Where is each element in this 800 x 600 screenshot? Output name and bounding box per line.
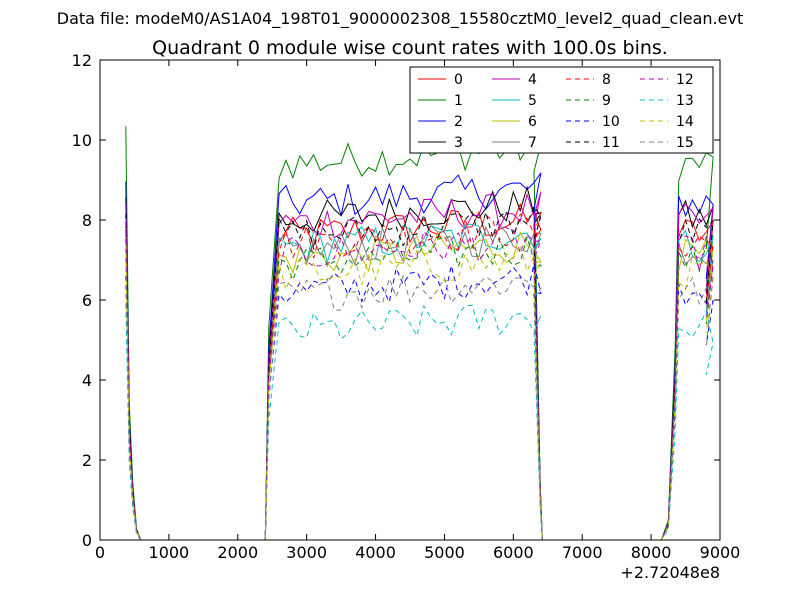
legend-label-2: 2 xyxy=(454,114,463,130)
y-tick-label: 2 xyxy=(82,451,92,470)
y-tick-label: 0 xyxy=(82,531,92,550)
legend-label-6: 6 xyxy=(528,114,537,130)
x-tick-label: 8000 xyxy=(631,543,672,562)
x-tick-label: 4000 xyxy=(355,543,396,562)
legend-label-9: 9 xyxy=(602,93,611,109)
y-tick-label: 12 xyxy=(72,51,92,70)
legend-label-5: 5 xyxy=(528,93,537,109)
legend-label-0: 0 xyxy=(454,72,463,88)
x-tick-label: 5000 xyxy=(424,543,465,562)
legend-label-1: 1 xyxy=(454,93,463,109)
chart-title: Quadrant 0 module wise count rates with … xyxy=(152,37,668,59)
ticks-layer: 0 1000 2000 3000 4000 5000 6000 7000 8000 9000 0 2 4… xyxy=(72,51,741,562)
series-line-8 xyxy=(125,211,714,541)
x-tick-label: 3000 xyxy=(286,543,327,562)
x-tick-label: 0 xyxy=(95,543,105,562)
y-tick-label: 4 xyxy=(82,371,92,390)
legend-label-14: 14 xyxy=(676,114,694,130)
x-offset-label: +2.72048e8 xyxy=(620,563,720,582)
legend-label-7: 7 xyxy=(528,135,537,151)
legend-label-15: 15 xyxy=(676,135,694,151)
series-line-15 xyxy=(125,257,714,541)
legend-label-4: 4 xyxy=(528,72,537,88)
x-tick-label: 6000 xyxy=(493,543,534,562)
plot-frame xyxy=(99,59,721,541)
x-tick-label: 9000 xyxy=(700,543,741,562)
x-tick-label: 2000 xyxy=(217,543,258,562)
y-tick-label: 6 xyxy=(82,291,92,310)
x-tick-label: 7000 xyxy=(562,543,603,562)
legend-label-13: 13 xyxy=(676,93,694,109)
chart-suptitle: Data file: modeM0/AS1A04_198T01_90000023… xyxy=(57,9,743,29)
x-tick-label: 1000 xyxy=(149,543,190,562)
legend-label-12: 12 xyxy=(676,72,694,88)
y-tick-label: 10 xyxy=(72,131,92,150)
legend-label-10: 10 xyxy=(602,114,620,130)
legend-label-11: 11 xyxy=(602,135,620,151)
legend-label-8: 8 xyxy=(602,72,611,88)
legend-label-3: 3 xyxy=(454,135,463,151)
y-tick-label: 8 xyxy=(82,211,92,230)
legend-box xyxy=(409,66,714,154)
series-line-9 xyxy=(125,235,714,541)
